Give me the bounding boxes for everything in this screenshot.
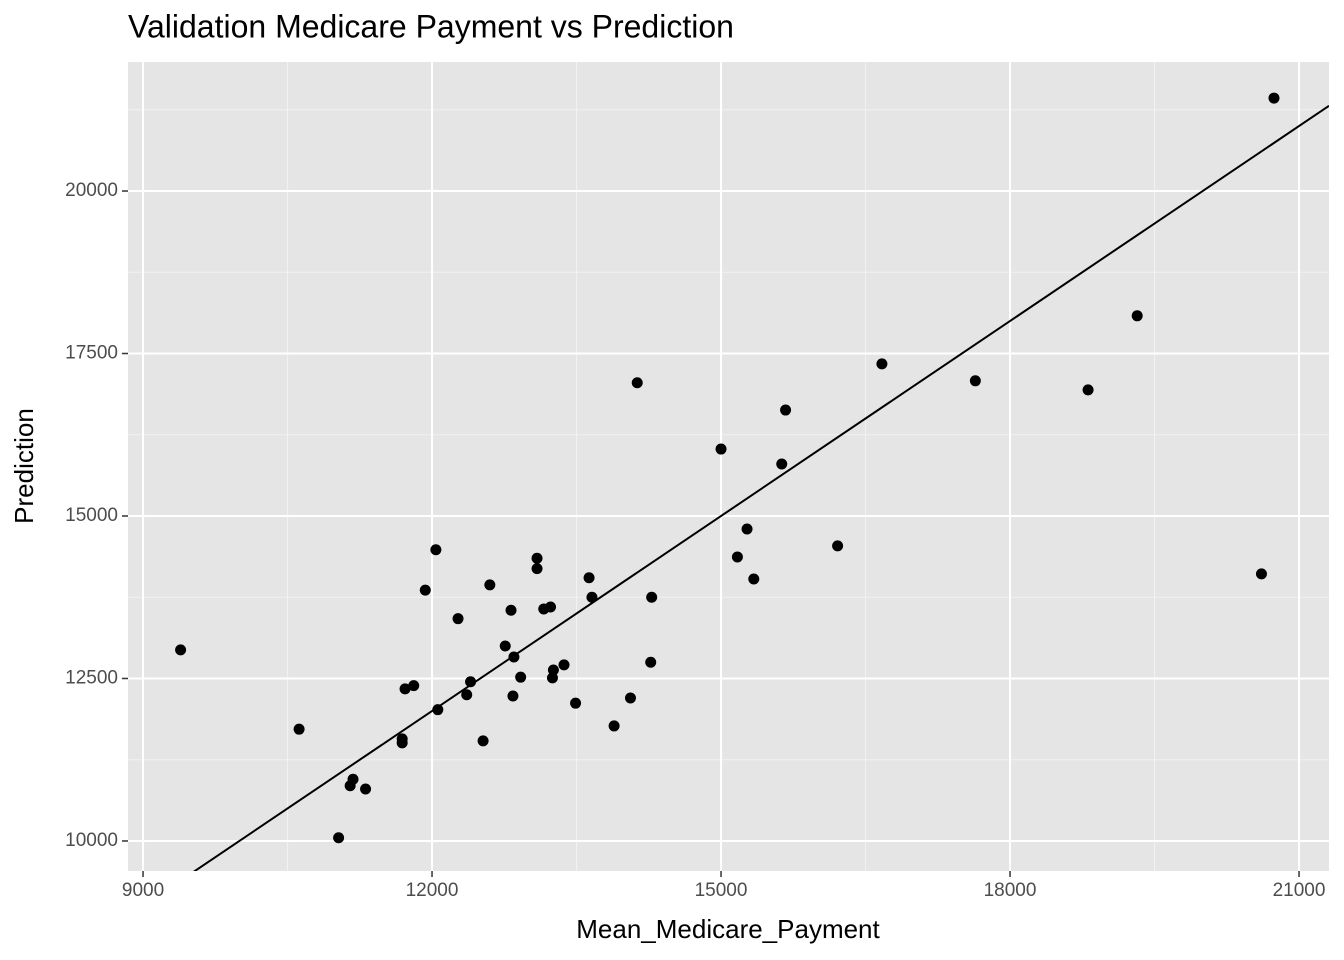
point — [586, 591, 598, 603]
point — [419, 584, 431, 596]
point — [776, 458, 788, 470]
point — [399, 683, 411, 695]
point — [545, 601, 557, 613]
y-tick-label: 20000 — [65, 180, 118, 201]
point — [408, 680, 420, 692]
point — [452, 613, 464, 625]
point — [646, 591, 658, 603]
x-tick-label: 15000 — [695, 880, 748, 901]
point — [508, 651, 520, 663]
point — [515, 671, 527, 683]
point — [624, 692, 636, 704]
point — [1082, 384, 1094, 396]
point — [780, 404, 792, 416]
point — [969, 375, 981, 387]
y-tick-label: 12500 — [65, 667, 118, 688]
point — [293, 723, 305, 735]
point — [583, 572, 595, 584]
point — [531, 563, 543, 575]
point — [333, 832, 345, 844]
point — [396, 737, 408, 749]
y-axis-label: Prediction — [9, 408, 39, 524]
x-tick-label: 12000 — [406, 880, 459, 901]
point — [748, 573, 760, 585]
point — [499, 640, 511, 652]
chart-title: Validation Medicare Payment vs Predictio… — [128, 8, 734, 44]
point — [432, 704, 444, 716]
point — [1131, 310, 1143, 322]
point — [531, 552, 543, 564]
point — [465, 676, 477, 688]
point — [570, 697, 582, 709]
point — [631, 377, 643, 389]
point — [175, 644, 187, 656]
point — [505, 604, 517, 616]
panel — [128, 62, 1329, 871]
point — [360, 783, 372, 795]
x-tick-label: 18000 — [984, 880, 1037, 901]
x-axis-label: Mean_Medicare_Payment — [576, 914, 880, 944]
point — [461, 689, 473, 701]
point — [484, 579, 496, 591]
point — [347, 773, 359, 785]
reference-line — [193, 104, 1329, 871]
point — [547, 664, 559, 676]
point — [731, 551, 743, 563]
point — [608, 720, 620, 732]
point — [741, 523, 753, 535]
y-tick-label: 17500 — [65, 343, 118, 364]
point — [1268, 92, 1280, 104]
point — [832, 540, 844, 552]
point — [1255, 568, 1267, 580]
point — [558, 659, 570, 671]
point — [477, 735, 489, 747]
point — [645, 656, 657, 668]
y-tick-label: 15000 — [65, 505, 118, 526]
point — [430, 544, 442, 556]
point — [507, 690, 519, 702]
x-tick-label: 21000 — [1273, 880, 1326, 901]
y-tick-label: 10000 — [65, 830, 118, 851]
point — [876, 358, 888, 370]
point — [715, 443, 727, 455]
x-tick-label: 9000 — [122, 880, 164, 901]
